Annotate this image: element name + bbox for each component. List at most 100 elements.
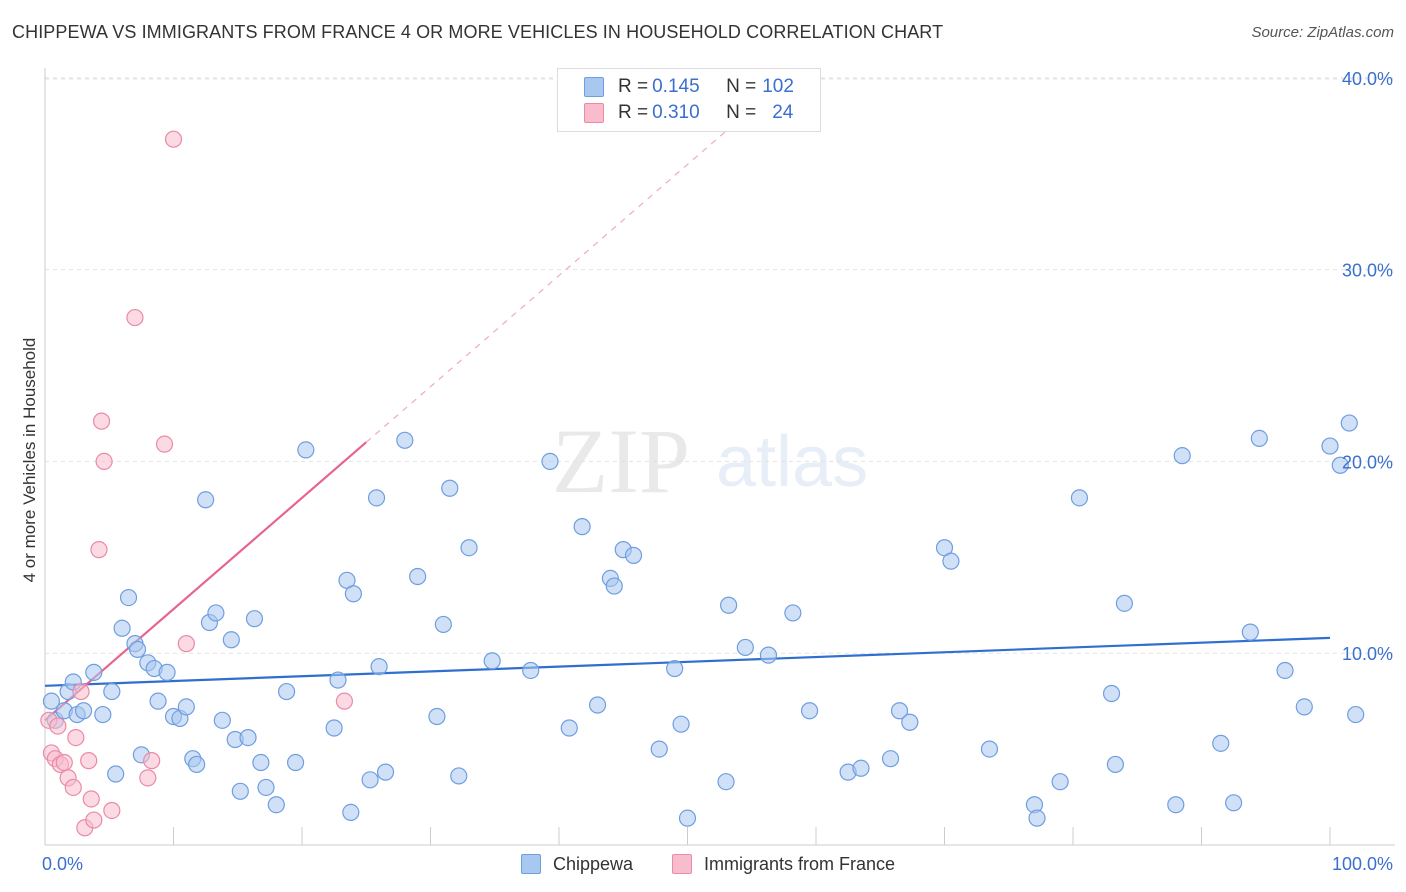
chippewa-point bbox=[1321, 437, 1339, 455]
chippewa-point bbox=[980, 740, 999, 758]
chippewa-point bbox=[624, 546, 643, 564]
chippewa-point bbox=[344, 585, 362, 603]
chippewa-point bbox=[396, 431, 414, 449]
chippewa-point bbox=[522, 661, 540, 680]
chippewa-point bbox=[1331, 456, 1349, 474]
chippewa-point bbox=[222, 631, 240, 649]
chippewa-point bbox=[650, 740, 668, 758]
chippewa-point bbox=[428, 707, 446, 726]
france-point bbox=[90, 541, 108, 559]
chippewa-point bbox=[736, 638, 754, 657]
chippewa-point bbox=[560, 719, 578, 737]
france-point bbox=[64, 778, 82, 797]
chippewa-point bbox=[177, 698, 195, 716]
chippewa-point bbox=[672, 715, 690, 733]
chippewa-point bbox=[239, 728, 257, 747]
france-point bbox=[95, 452, 113, 471]
chippewa-point bbox=[329, 671, 347, 689]
n-label: N = bbox=[726, 76, 757, 97]
y-tick-label: 40.0% bbox=[1342, 69, 1393, 89]
chippewa-point bbox=[370, 658, 388, 676]
y-tick-label: 20.0% bbox=[1342, 452, 1393, 472]
chippewa-point bbox=[1051, 773, 1069, 791]
legend-chippewa-label: Chippewa bbox=[553, 853, 634, 874]
chippewa-point bbox=[361, 771, 379, 789]
france-point bbox=[164, 130, 183, 148]
france-point bbox=[92, 412, 111, 430]
france-point bbox=[143, 752, 161, 770]
chippewa-point bbox=[720, 596, 738, 614]
chippewa-point bbox=[434, 615, 452, 634]
chippewa-point bbox=[113, 619, 131, 637]
chippewa-point bbox=[717, 773, 735, 791]
chippewa-point bbox=[197, 491, 215, 509]
source-label: Source: ZipAtlas.com bbox=[1251, 24, 1394, 41]
chippewa-point bbox=[297, 441, 315, 459]
chippewa-point bbox=[1250, 429, 1268, 447]
france-point bbox=[155, 435, 174, 453]
chippewa-point bbox=[1070, 489, 1089, 507]
chippewa-point bbox=[107, 765, 125, 783]
chippewa-point bbox=[605, 577, 623, 595]
chippewa-point bbox=[1347, 705, 1365, 724]
n-label: N = bbox=[726, 102, 757, 123]
chippewa-point bbox=[1295, 698, 1313, 716]
legend-chippewa: Chippewa bbox=[521, 852, 633, 876]
chippewa-point bbox=[573, 518, 591, 536]
chippewa-point bbox=[666, 659, 684, 678]
watermark-atlas: atlas bbox=[716, 422, 868, 502]
france-point bbox=[103, 801, 121, 820]
chippewa-point bbox=[901, 713, 919, 731]
chippewa-point bbox=[852, 759, 870, 777]
chippewa-point bbox=[588, 696, 607, 714]
chippewa-point bbox=[800, 702, 819, 720]
chippewa-trendline bbox=[44, 636, 1331, 687]
y-tick-label: 30.0% bbox=[1342, 261, 1393, 281]
chippewa-point bbox=[252, 753, 270, 772]
chippewa-point bbox=[1276, 661, 1294, 680]
x-tick-label-max: 100.0% bbox=[1332, 854, 1393, 874]
france-point bbox=[67, 728, 85, 747]
chippewa-point bbox=[1173, 447, 1191, 465]
france-point bbox=[55, 753, 73, 772]
chippewa-point bbox=[541, 452, 559, 471]
chippewa-point bbox=[158, 663, 176, 681]
chippewa-point bbox=[149, 692, 167, 710]
chippewa-point bbox=[231, 782, 249, 800]
chippewa-point bbox=[1225, 794, 1243, 812]
y-axis-label: 4 or more Vehicles in Household bbox=[20, 337, 39, 583]
chippewa-point bbox=[1241, 623, 1259, 641]
chippewa-point bbox=[325, 719, 343, 737]
r-value: 0.145 bbox=[652, 76, 700, 97]
chippewa-point bbox=[188, 755, 206, 774]
r-label: R = bbox=[618, 102, 649, 123]
france-point bbox=[49, 717, 67, 735]
chippewa-point bbox=[267, 796, 285, 814]
france-trendline-extension bbox=[365, 119, 740, 443]
chippewa-point bbox=[74, 702, 93, 720]
chippewa-point bbox=[881, 750, 900, 768]
chippewa-point bbox=[1106, 755, 1125, 774]
legend-france-label: Immigrants from France bbox=[704, 853, 896, 874]
chippewa-point bbox=[460, 539, 478, 557]
chippewa-point bbox=[367, 489, 386, 507]
france-point bbox=[80, 752, 98, 770]
chippewa-point bbox=[376, 763, 395, 781]
chippewa-point bbox=[1167, 796, 1185, 814]
chippewa-point bbox=[277, 682, 296, 701]
chippewa-point bbox=[1115, 594, 1134, 612]
chippewa-point bbox=[1028, 809, 1046, 827]
chippewa-swatch bbox=[521, 854, 541, 874]
n-value: 102 bbox=[762, 76, 794, 97]
chippewa-point bbox=[103, 682, 121, 701]
france-points bbox=[40, 130, 354, 837]
chippewa-point bbox=[759, 646, 778, 664]
correlation-legend: R = 0.145 N = 102 R = 0.310 N = 24 bbox=[557, 68, 821, 132]
chippewa-point bbox=[342, 803, 360, 821]
chippewa-point bbox=[128, 640, 147, 658]
france-swatch bbox=[672, 854, 692, 874]
france-point bbox=[72, 682, 90, 701]
france-point bbox=[85, 811, 103, 829]
chippewa-point bbox=[1212, 734, 1230, 752]
